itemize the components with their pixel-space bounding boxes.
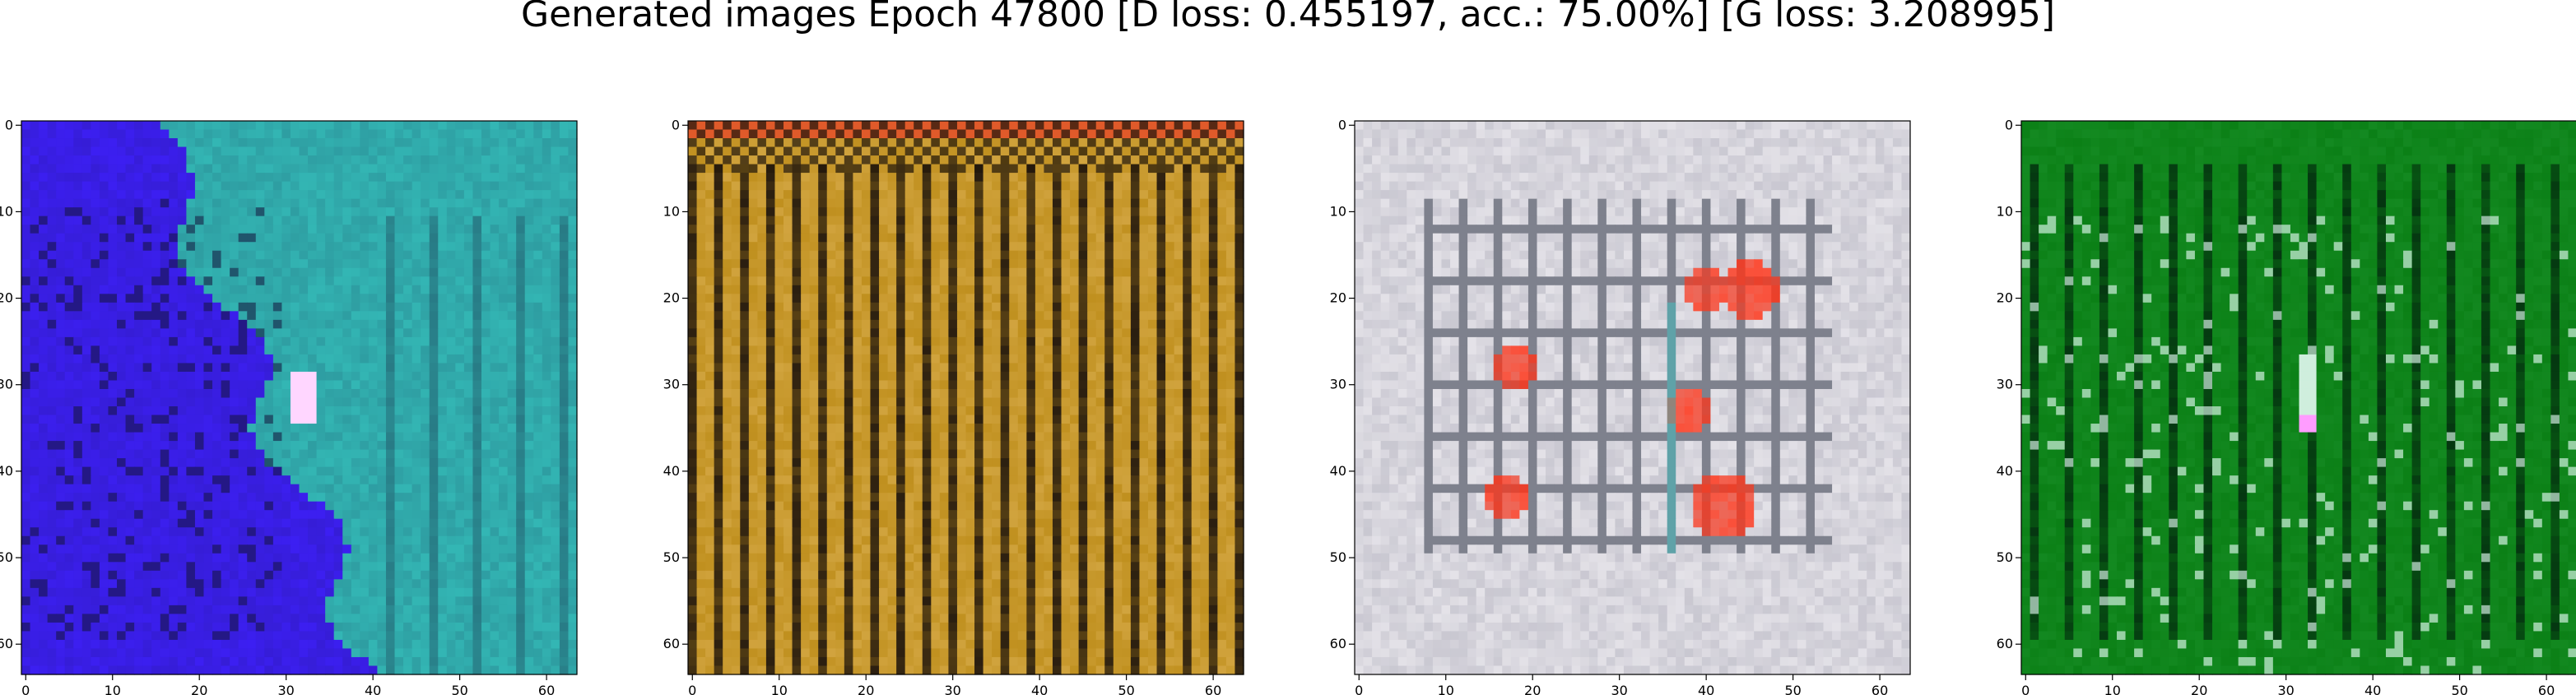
generated-image-4 [2021,121,2576,675]
x-tick-label: 0 [21,683,30,695]
x-tick-label: 0 [2021,683,2030,695]
y-tick-label: 40 [663,463,680,479]
x-tick-label: 30 [945,683,961,695]
x-tick-label: 50 [451,683,467,695]
y-tick-label: 30 [663,377,680,392]
x-tick-label: 20 [858,683,874,695]
x-tick-label: 10 [771,683,788,695]
y-tick-label: 60 [0,636,13,651]
y-tick-label: 60 [1330,636,1346,651]
y-tick-label: 60 [663,636,680,651]
image-panel-3: 0 10 20 30 40 50 60 0 10 20 30 40 50 60 [1330,117,1911,695]
x-tick-label: 40 [2364,683,2381,695]
y-tick-label: 10 [0,203,13,219]
x-tick-label: 10 [2104,683,2121,695]
y-tick-label: 0 [672,117,680,132]
y-tick-label: 50 [1997,549,2013,565]
x-tick-label: 50 [2451,683,2467,695]
x-tick-label: 50 [1118,683,1134,695]
x-tick-label: 40 [1031,683,1048,695]
image-panel-2: 0 10 20 30 40 50 60 0 10 20 30 40 50 60 [663,117,1244,695]
y-tick-label: 10 [1997,203,2013,219]
x-tick-label: 40 [1698,683,1714,695]
x-tick-label: 60 [2538,683,2555,695]
x-tick-label: 30 [1611,683,1628,695]
image-panel-1: 0 10 20 30 40 50 60 0 10 20 30 40 50 60 [0,117,578,695]
x-tick-label: 20 [191,683,207,695]
y-tick-label: 0 [2005,117,2013,132]
y-tick-label: 50 [1330,549,1346,565]
y-tick-label: 20 [0,290,13,306]
generated-image-2 [688,121,1244,675]
y-tick-label: 0 [1338,117,1346,132]
y-tick-label: 50 [0,549,13,565]
x-tick-label: 30 [278,683,295,695]
x-tick-label: 20 [2191,683,2207,695]
x-tick-label: 60 [538,683,555,695]
y-tick-label: 30 [1330,377,1346,392]
y-tick-label: 30 [1997,377,2013,392]
x-tick-label: 10 [1438,683,1454,695]
y-tick-label: 40 [1330,463,1346,479]
x-tick-label: 60 [1205,683,1221,695]
x-tick-label: 20 [1524,683,1541,695]
y-tick-label: 10 [663,203,680,219]
x-tick-label: 30 [2278,683,2295,695]
y-tick-label: 10 [1330,203,1346,219]
y-tick-label: 50 [663,549,680,565]
image-panel-4: 0 10 20 30 40 50 60 0 10 20 30 40 50 60 [1997,117,2576,695]
x-tick-label: 0 [688,683,696,695]
y-tick-label: 40 [0,463,13,479]
x-tick-label: 40 [365,683,381,695]
y-tick-label: 60 [1997,636,2013,651]
y-tick-label: 40 [1997,463,2013,479]
x-tick-label: 10 [105,683,121,695]
x-tick-label: 60 [1872,683,1888,695]
y-tick-label: 20 [1330,290,1346,306]
generated-image-3 [1355,121,1911,675]
x-tick-label: 0 [1355,683,1363,695]
generated-image-1 [21,121,578,675]
y-tick-label: 20 [663,290,680,306]
y-tick-label: 20 [1997,290,2013,306]
figure-title: Generated images Epoch 47800 [D loss: 0.… [521,0,2055,35]
x-tick-label: 50 [1784,683,1801,695]
y-tick-label: 30 [0,377,13,392]
y-tick-label: 0 [5,117,13,132]
